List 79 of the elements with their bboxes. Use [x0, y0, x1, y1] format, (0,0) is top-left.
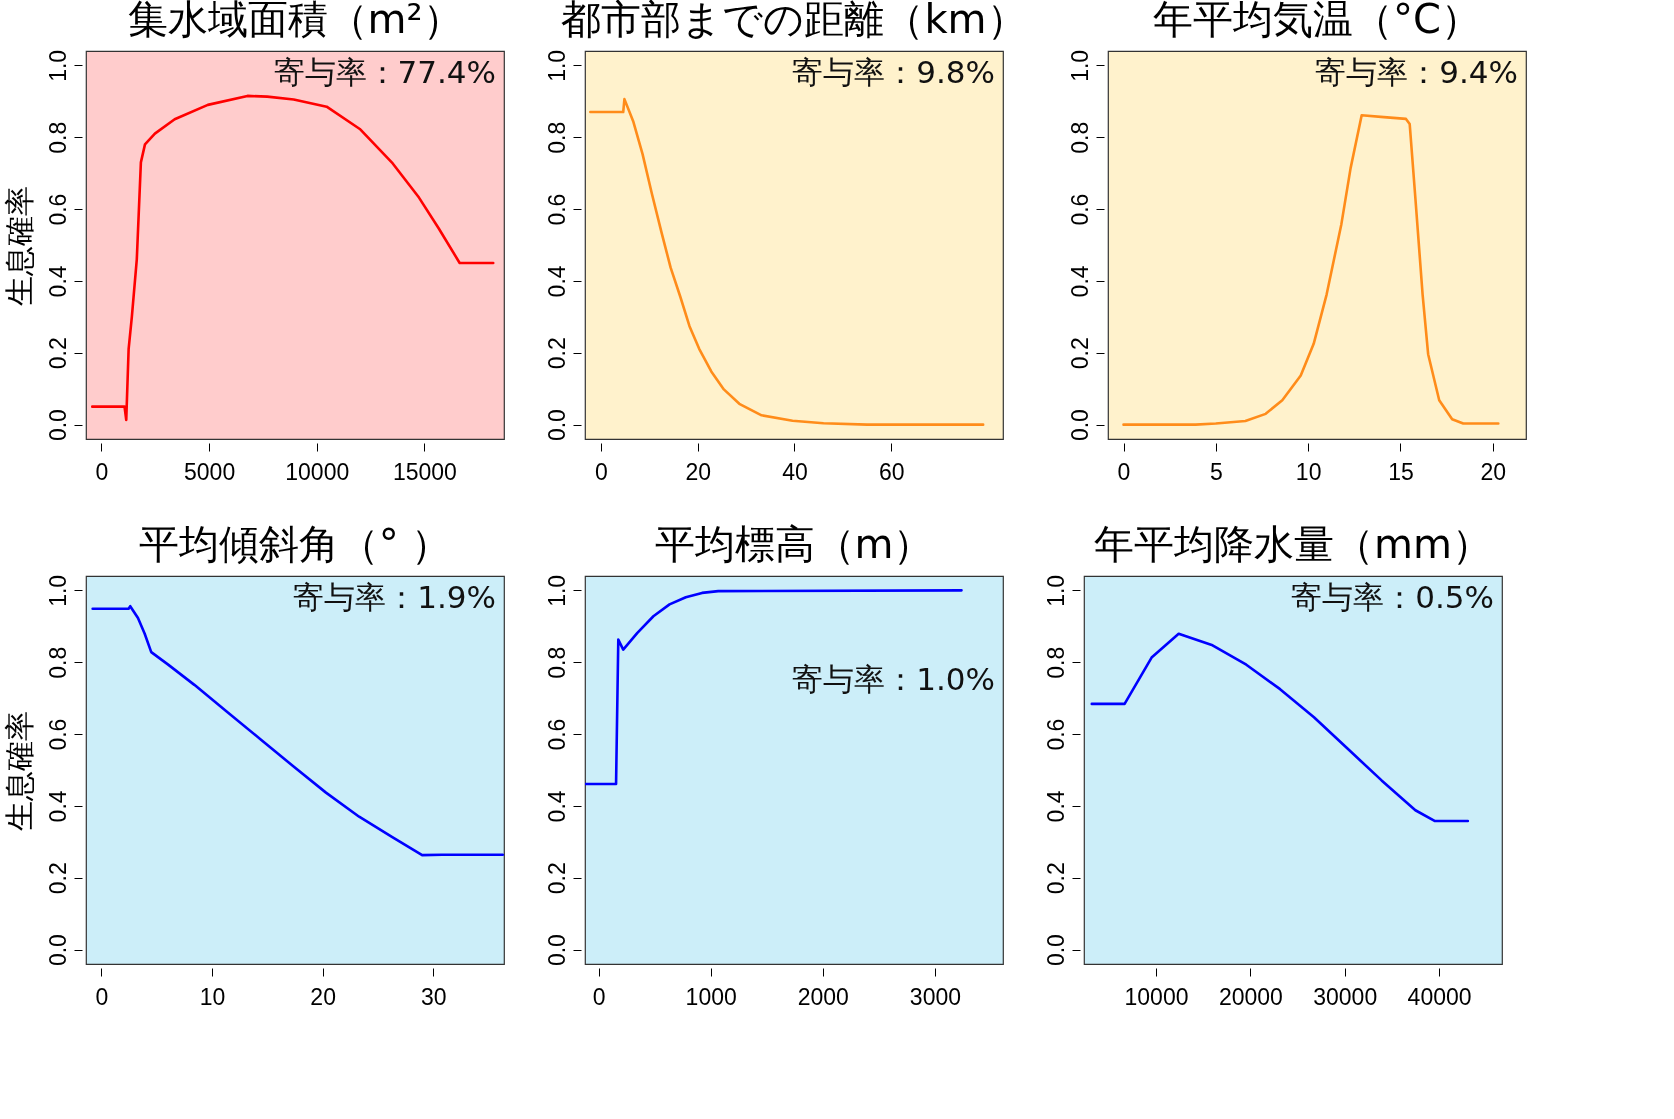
- annotation: 寄与率：9.8%: [792, 54, 995, 90]
- y-tick-label: 0.6: [543, 718, 570, 751]
- x-tick-label: 20: [685, 458, 712, 485]
- x-tick-label: 15: [1388, 458, 1414, 485]
- x-tick-label: 10: [1295, 458, 1322, 485]
- x-tick-label: 10000: [285, 458, 350, 485]
- y-axis-title: 生息確率: [1, 710, 37, 831]
- y-tick-label: 0.0: [44, 409, 71, 442]
- y-axis-title: 生息確率: [1, 185, 37, 306]
- y-tick-label: 0.8: [543, 121, 570, 154]
- y-tick-label: 0.6: [44, 718, 71, 751]
- y-tick-label: 0.0: [1066, 409, 1093, 442]
- line-series: [90, 94, 495, 422]
- y-tick-label: 1.0: [44, 574, 71, 607]
- y-tick-label: 0.2: [543, 862, 570, 895]
- x-tick-label: 20: [1480, 458, 1507, 485]
- chart-title: 集水域面積（m²）: [127, 0, 463, 43]
- x-tick-label: 60: [878, 458, 905, 485]
- x-tick-label: 2000: [797, 983, 849, 1010]
- y-tick-label: 0.0: [543, 934, 570, 967]
- chart-title: 年平均降水量（mm）: [1094, 521, 1492, 568]
- y-tick-label: 0.4: [44, 265, 71, 298]
- chart-title: 年平均気温（°C）: [1153, 0, 1481, 43]
- y-tick-label: 0.6: [44, 193, 71, 226]
- y-tick-label: 0.2: [44, 862, 71, 895]
- annotation: 寄与率：77.4%: [273, 54, 496, 90]
- chart-title: 都市部までの距離（km）: [561, 0, 1027, 43]
- annotation: 寄与率：9.4%: [1315, 54, 1518, 90]
- y-tick-label: 0.2: [44, 337, 71, 370]
- y-tick-label: 0.6: [1042, 718, 1069, 751]
- x-tick-label: 30000: [1313, 983, 1378, 1010]
- y-tick-label: 0.6: [1066, 193, 1093, 226]
- y-tick-label: 0.4: [1042, 790, 1069, 823]
- y-tick-label: 0.0: [44, 934, 71, 967]
- x-tick-label: 3000: [909, 983, 962, 1010]
- y-tick-label: 0.2: [1042, 862, 1069, 895]
- chart-title: 平均傾斜角（° ）: [138, 521, 452, 568]
- x-tick-label: 5000: [184, 458, 236, 485]
- y-tick-label: 0.8: [44, 646, 71, 679]
- x-tick-label: 0: [595, 458, 608, 485]
- y-tick-label: 0.0: [543, 409, 570, 442]
- x-tick-label: 40000: [1407, 983, 1472, 1010]
- x-tick-label: 15000: [392, 458, 457, 485]
- x-tick-label: 20: [310, 983, 336, 1010]
- x-tick-label: 40: [782, 458, 808, 485]
- x-tick-label: 0: [592, 983, 606, 1010]
- y-tick-label: 0.8: [543, 646, 570, 679]
- y-tick-label: 1.0: [1066, 49, 1093, 82]
- x-tick-label: 10: [199, 983, 226, 1010]
- y-tick-label: 1.0: [543, 574, 570, 607]
- y-tick-label: 1.0: [44, 49, 71, 82]
- x-tick-label: 20000: [1218, 983, 1283, 1010]
- x-tick-label: 0: [95, 458, 109, 485]
- y-tick-label: 1.0: [543, 49, 570, 82]
- y-tick-label: 0.8: [1042, 646, 1069, 679]
- chart-title: 平均標高（m）: [654, 521, 934, 568]
- annotation: 寄与率：0.5%: [1291, 579, 1494, 615]
- y-tick-label: 0.4: [1066, 265, 1093, 298]
- y-tick-label: 0.0: [1042, 934, 1069, 967]
- y-tick-label: 0.2: [543, 337, 570, 370]
- y-tick-label: 1.0: [1042, 574, 1069, 607]
- line-series: [589, 97, 985, 426]
- y-tick-label: 0.2: [1066, 337, 1093, 370]
- y-tick-label: 0.4: [44, 790, 71, 823]
- x-tick-label: 0: [95, 983, 109, 1010]
- y-tick-label: 0.4: [543, 790, 570, 823]
- x-tick-label: 0: [1117, 458, 1131, 485]
- y-tick-label: 0.8: [44, 121, 71, 154]
- x-tick-label: 30: [420, 983, 447, 1010]
- annotation: 寄与率：1.0%: [792, 661, 995, 697]
- line-series: [1122, 114, 1500, 426]
- line-series: [1090, 632, 1470, 823]
- x-tick-label: 5: [1209, 458, 1223, 485]
- x-tick-label: 10000: [1124, 983, 1189, 1010]
- y-tick-label: 0.4: [543, 265, 570, 298]
- y-tick-label: 0.8: [1066, 121, 1093, 154]
- y-tick-label: 0.6: [543, 193, 570, 226]
- x-tick-label: 1000: [685, 983, 737, 1010]
- annotation: 寄与率：1.9%: [293, 579, 496, 615]
